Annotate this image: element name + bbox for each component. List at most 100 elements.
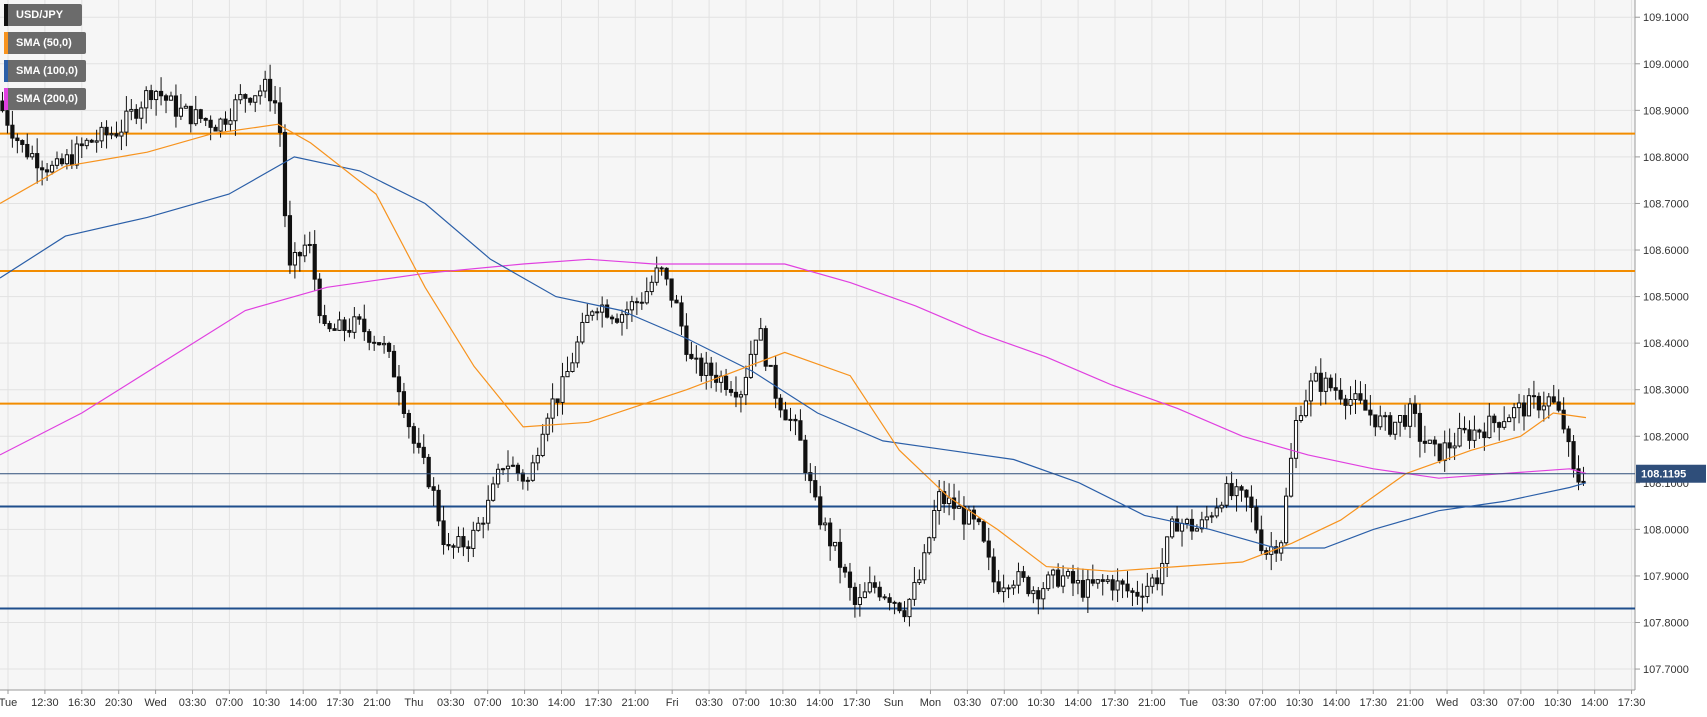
- y-tick-label: 109.0000: [1643, 59, 1689, 71]
- x-tick-label: 10:30: [253, 697, 281, 709]
- candle-body: [763, 328, 768, 367]
- x-tick-label: 14:00: [548, 697, 576, 709]
- candle-body: [793, 418, 798, 422]
- legend-item[interactable]: USD/JPY: [4, 4, 82, 26]
- candle-body: [129, 108, 134, 112]
- x-tick-label: 07:00: [216, 697, 244, 709]
- candle-body: [1234, 486, 1239, 497]
- candle-body: [1318, 372, 1323, 392]
- candle-body: [609, 316, 615, 320]
- candle-body: [1160, 562, 1165, 585]
- candle-body: [466, 546, 471, 549]
- y-tick-label: 108.5000: [1643, 292, 1689, 304]
- candle-body: [198, 109, 203, 119]
- candle-body: [902, 610, 907, 618]
- candle-body: [1155, 577, 1160, 585]
- x-tick-label: 07:00: [1507, 697, 1535, 709]
- candle-body: [1492, 415, 1497, 424]
- candle-body: [892, 601, 897, 604]
- candle-body: [44, 169, 50, 173]
- candle-body: [233, 99, 238, 122]
- candle-body: [277, 102, 283, 133]
- candle-body: [40, 167, 45, 171]
- candle-body: [803, 439, 808, 474]
- candle-body: [585, 314, 590, 323]
- candle-body: [565, 370, 570, 378]
- x-tick-label: Tue: [1179, 697, 1198, 709]
- candle-body: [258, 90, 263, 97]
- candle-body: [183, 105, 188, 109]
- legend-item[interactable]: SMA (100,0): [4, 60, 86, 82]
- candle-body: [723, 375, 729, 390]
- candle-body: [1060, 575, 1066, 587]
- candle-body: [505, 465, 511, 470]
- candle-body: [1199, 519, 1204, 530]
- candle-body: [773, 364, 778, 399]
- candle-body: [367, 331, 372, 343]
- candle-body: [1041, 588, 1046, 600]
- candle-body: [456, 536, 461, 548]
- candle-body: [857, 597, 862, 605]
- candle-body: [119, 131, 124, 137]
- candle-body: [158, 90, 164, 97]
- x-tick-label: 10:30: [769, 697, 797, 709]
- candle-body: [1581, 480, 1586, 483]
- x-tick-label: 16:30: [68, 697, 96, 709]
- candle-body: [406, 412, 411, 428]
- y-tick-label: 107.7000: [1643, 664, 1689, 676]
- candle-body: [486, 499, 491, 524]
- candle-body: [1016, 571, 1021, 586]
- candle-body: [520, 472, 525, 482]
- candle-body: [332, 328, 337, 331]
- candle-body: [74, 143, 79, 166]
- candle-body: [1249, 496, 1254, 508]
- legend-item[interactable]: SMA (50,0): [4, 32, 86, 54]
- candle-body: [580, 321, 585, 343]
- candle-body: [1348, 399, 1353, 406]
- candle-body: [823, 522, 828, 526]
- candle-body: [144, 90, 149, 109]
- candle-body: [882, 596, 887, 599]
- candle-body: [263, 78, 268, 92]
- candle-body: [203, 117, 208, 121]
- candle-body: [887, 597, 892, 603]
- candle-body: [515, 464, 521, 474]
- candle-body: [238, 94, 243, 101]
- candle-body: [590, 311, 595, 316]
- candle-body: [808, 472, 813, 482]
- x-tick-label: 03:30: [954, 697, 982, 709]
- candle-body: [679, 302, 684, 327]
- candle-body: [1571, 441, 1576, 470]
- candle-body: [1497, 422, 1502, 428]
- candle-body: [837, 541, 843, 568]
- candle-body: [1566, 428, 1571, 443]
- legend-item[interactable]: SMA (200,0): [4, 88, 86, 110]
- x-tick-label: 14:00: [806, 697, 834, 709]
- candle-body: [1308, 380, 1313, 402]
- legend-swatch: [4, 4, 8, 26]
- candle-body: [709, 362, 714, 376]
- x-tick-label: 03:30: [1470, 697, 1498, 709]
- candle-body: [1100, 579, 1105, 582]
- candle-body: [223, 118, 228, 125]
- candle-body: [1135, 591, 1140, 597]
- candle-body: [1373, 414, 1378, 428]
- candle-body: [1110, 579, 1115, 591]
- y-tick-label: 107.8000: [1643, 617, 1689, 629]
- candle-body: [991, 556, 996, 583]
- legend-swatch: [4, 60, 8, 82]
- candle-body: [1378, 415, 1383, 428]
- candle-body: [877, 586, 882, 598]
- candle-body: [1284, 495, 1289, 544]
- x-tick-label: 14:00: [289, 697, 317, 709]
- candle-body: [1150, 577, 1155, 587]
- candle-body: [1021, 571, 1026, 578]
- candle-body: [500, 468, 506, 471]
- candle-body: [1368, 409, 1373, 416]
- candle-body: [1239, 486, 1244, 491]
- candle-body: [778, 397, 783, 411]
- candle-body: [1080, 579, 1086, 598]
- candle-body: [1462, 427, 1467, 431]
